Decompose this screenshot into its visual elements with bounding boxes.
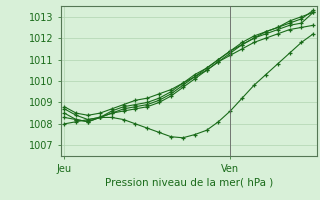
X-axis label: Pression niveau de la mer( hPa ): Pression niveau de la mer( hPa )	[105, 178, 273, 188]
